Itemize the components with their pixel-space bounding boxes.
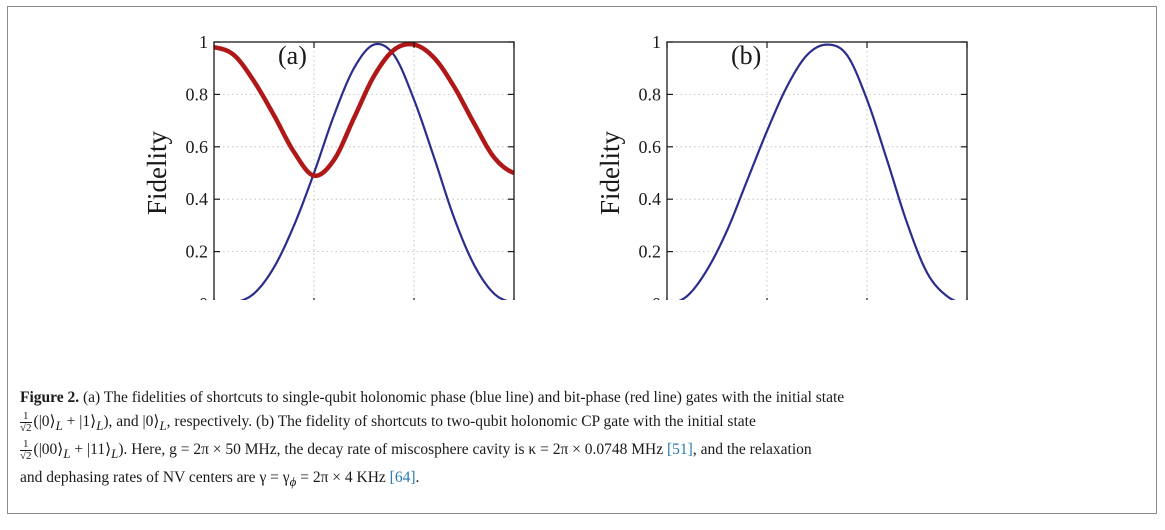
subscript: L xyxy=(55,418,63,434)
tick-label-y: 0.6 xyxy=(639,137,662,157)
fraction-numerator: 1 xyxy=(20,410,32,423)
tick-label-y: 0.2 xyxy=(639,242,662,262)
figure-frame xyxy=(7,6,1157,514)
caption-text: + |11⟩ xyxy=(70,441,112,459)
citation-link[interactable]: [51] xyxy=(667,441,693,459)
fraction: 1 √2 xyxy=(20,410,32,434)
subscript: ϕ xyxy=(289,474,297,490)
series-line-red xyxy=(212,41,516,179)
subscript: L xyxy=(63,446,71,462)
caption-text: ). Here, xyxy=(118,441,170,459)
caption-text: , respectively. (b) The fidelity of shor… xyxy=(166,413,756,430)
fraction: 1 √2 xyxy=(20,439,32,462)
caption-line-2: 1 √2 (|0⟩L + |1⟩L), and |0⟩L, respectively… xyxy=(20,410,1145,438)
tick-label-y: 0.8 xyxy=(639,84,662,104)
panel-label: (b) xyxy=(731,41,761,70)
caption-line-3: 1 √2 (|00⟩L + |11⟩L). Here, g = 2π × 50 MH… xyxy=(20,438,1145,466)
chart-panel-b: 00.20.40.60.8100.511.5gt/10πFidelity(b) xyxy=(595,32,968,300)
panel-label: (a) xyxy=(278,41,307,70)
plot-frame xyxy=(666,41,968,300)
y-axis-label: Fidelity xyxy=(142,131,172,216)
caption-line-4: and dephasing rates of NV centers are γ … xyxy=(20,466,1145,494)
caption-line-1: Figure 2. (a) The fidelities of shortcut… xyxy=(20,386,1145,410)
tick-label-y: 0.8 xyxy=(186,84,209,104)
citation-link[interactable]: [64] xyxy=(389,469,416,487)
caption-text: (|0⟩ xyxy=(33,413,56,430)
series-line-blue xyxy=(239,42,508,300)
tick-label-y: 0 xyxy=(652,294,661,300)
fraction-numerator: 1 xyxy=(20,439,32,452)
caption-text: , and the relaxation xyxy=(692,441,812,459)
caption-text: ), and |0⟩ xyxy=(103,413,160,430)
figure-caption: Figure 2. (a) The fidelities of shortcut… xyxy=(20,386,1145,494)
caption-text: (a) The fidelities of shortcuts to singl… xyxy=(79,389,845,406)
tick-label-y: 0.6 xyxy=(186,137,209,157)
y-axis-label: Fidelity xyxy=(595,131,625,216)
fraction-denominator: √2 xyxy=(20,450,32,463)
subscript: L xyxy=(96,418,104,434)
subscript: L xyxy=(111,446,119,462)
tick-label-y: 0.4 xyxy=(186,189,209,209)
caption-text: and dephasing rates of NV centers are γ … xyxy=(20,469,290,487)
series-line-blue xyxy=(678,43,957,300)
caption-text: + |1⟩ xyxy=(62,413,97,430)
chart-panel-a: 00.20.40.60.8100.511.5gt/10πFidelity(a) xyxy=(142,32,516,300)
caption-text: (|00⟩ xyxy=(33,441,64,459)
tick-label-y: 0.4 xyxy=(639,189,662,209)
tick-label-y: 0.2 xyxy=(186,242,209,262)
caption-text: . xyxy=(415,469,420,487)
tick-label-y: 1 xyxy=(652,32,661,52)
caption-text: g = 2π × 50 MHz, the decay rate of misco… xyxy=(169,441,668,459)
fraction-denominator: √2 xyxy=(20,421,32,434)
subscript: L xyxy=(159,418,167,434)
plot-frame xyxy=(213,41,515,300)
caption-text: = 2π × 4 KHz xyxy=(296,469,390,487)
figure-label: Figure 2. xyxy=(20,389,80,406)
tick-label-y: 0 xyxy=(199,294,208,300)
tick-label-y: 1 xyxy=(199,32,208,52)
figure-plots: 00.20.40.60.8100.511.5gt/10πFidelity(a)0… xyxy=(142,32,968,300)
